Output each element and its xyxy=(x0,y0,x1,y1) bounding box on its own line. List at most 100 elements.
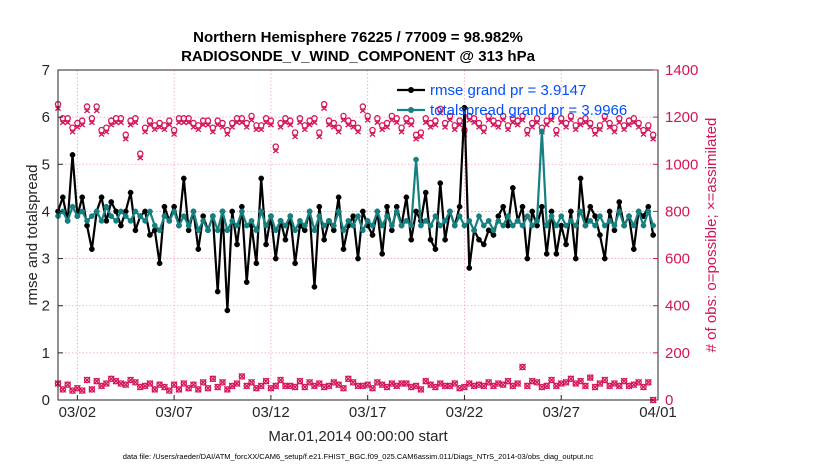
totalspread-point xyxy=(282,222,289,229)
rmse-point xyxy=(229,208,236,215)
obs-possible-cross xyxy=(553,131,560,138)
obs-possible-circle xyxy=(161,122,168,129)
obs-possible-cross xyxy=(272,148,279,154)
y-axis-label-left: rmse and totalspread xyxy=(24,165,41,306)
obs-possible-circle xyxy=(69,124,76,131)
obs-possible-circle xyxy=(238,115,246,122)
rmse-point xyxy=(132,227,139,234)
obs-possible-circle xyxy=(553,126,560,134)
totalspread-point xyxy=(234,222,240,229)
rmse-point xyxy=(118,222,124,229)
obs-possible-cross xyxy=(161,127,168,133)
obs-possible-circle xyxy=(524,126,531,134)
obs-assimilated-circle xyxy=(199,379,207,386)
totalspread-point xyxy=(248,218,255,224)
rmse-point xyxy=(597,232,603,238)
obs-possible-cross xyxy=(611,129,618,135)
obs-possible-marker xyxy=(93,103,100,114)
obs-assimilated-circle xyxy=(417,386,425,393)
obs-possible-marker xyxy=(514,117,521,128)
obs-possible-circle xyxy=(596,122,604,129)
obs-assimilated-marker xyxy=(586,374,594,382)
obs-possible-cross xyxy=(417,134,424,140)
obs-possible-marker xyxy=(224,126,231,138)
obs-assimilated-circle xyxy=(335,381,342,388)
obs-possible-marker xyxy=(209,124,217,135)
totalspread-point xyxy=(539,128,545,135)
obs-possible-circle xyxy=(364,112,371,120)
obs-assimilated-circle xyxy=(577,377,584,385)
obs-possible-marker xyxy=(117,115,125,126)
obs-assimilated-marker xyxy=(548,376,556,384)
rmse-point xyxy=(509,185,516,191)
obs-assimilated-circle xyxy=(383,383,391,391)
obs-possible-cross xyxy=(248,117,255,123)
rmse-point xyxy=(69,152,76,158)
obs-possible-circle xyxy=(582,115,589,122)
obs-assimilated-circle xyxy=(151,386,159,393)
rmse-point xyxy=(292,260,298,267)
obs-assimilated-marker xyxy=(88,385,96,393)
rmse-point xyxy=(422,189,429,196)
obs-possible-cross xyxy=(475,124,482,130)
totalspread-point xyxy=(480,222,487,229)
series-layer xyxy=(54,100,657,404)
obs-possible-circle xyxy=(132,115,139,122)
title-line1: Northern Hemisphere 76225 / 77009 = 98.9… xyxy=(193,29,523,46)
obs-possible-circle xyxy=(369,126,376,134)
totalspread-point xyxy=(626,213,632,219)
rmse-point xyxy=(147,232,153,238)
totalspread-point xyxy=(389,222,395,229)
obs-possible-cross xyxy=(596,127,603,133)
y-tick-label-right: 800 xyxy=(665,203,690,220)
rmse-point xyxy=(548,208,555,215)
totalspread-point xyxy=(645,208,652,215)
obs-possible-cross xyxy=(267,122,274,128)
rmse-point xyxy=(127,189,134,196)
y-tick-label-right: 1200 xyxy=(665,109,698,126)
obs-possible-cross xyxy=(171,131,178,138)
rmse-point xyxy=(379,251,386,257)
obs-assimilated-circle xyxy=(219,379,226,386)
obs-assimilated-circle xyxy=(461,383,468,391)
obs-possible-marker xyxy=(567,112,575,123)
totalspread-point xyxy=(471,227,477,234)
rmse-point xyxy=(258,175,265,182)
totalspread-point xyxy=(113,218,119,224)
obs-assimilated-circle xyxy=(587,374,594,381)
totalspread-point xyxy=(543,222,550,229)
obs-assimilated-cross xyxy=(83,376,91,384)
obs-possible-cross xyxy=(292,134,299,140)
obs-assimilated-cross xyxy=(548,376,556,384)
obs-assimilated-circle xyxy=(640,383,647,391)
totalspread-point xyxy=(89,213,95,219)
obs-possible-marker xyxy=(320,100,328,112)
obs-possible-cross xyxy=(640,131,647,138)
obs-possible-cross xyxy=(185,120,192,126)
obs-assimilated-circle xyxy=(306,379,313,386)
obs-assimilated-cross xyxy=(272,382,280,390)
obs-assimilated-cross xyxy=(296,377,304,385)
obs-possible-circle xyxy=(441,119,449,127)
totalspread-point xyxy=(621,222,627,229)
obs-assimilated-cross xyxy=(277,376,285,384)
obs-assimilated-circle xyxy=(432,383,439,391)
totalspread-point xyxy=(272,227,279,234)
obs-assimilated-cross xyxy=(194,385,202,393)
obs-possible-marker xyxy=(374,115,381,126)
totalspread-point xyxy=(263,222,269,229)
rmse-point xyxy=(113,208,119,215)
obs-possible-circle xyxy=(562,119,570,127)
totalspread-point xyxy=(161,213,168,219)
obs-possible-cross xyxy=(103,129,110,135)
obs-assimilated-marker xyxy=(238,372,246,380)
obs-possible-cross xyxy=(224,131,231,138)
obs-possible-cross xyxy=(180,120,187,126)
obs-possible-marker xyxy=(398,124,405,135)
obs-possible-circle xyxy=(557,115,565,122)
totalspread-point xyxy=(330,222,337,229)
obs-possible-marker xyxy=(364,112,371,123)
obs-assimilated-circle xyxy=(190,381,197,388)
obs-possible-circle xyxy=(185,115,192,122)
